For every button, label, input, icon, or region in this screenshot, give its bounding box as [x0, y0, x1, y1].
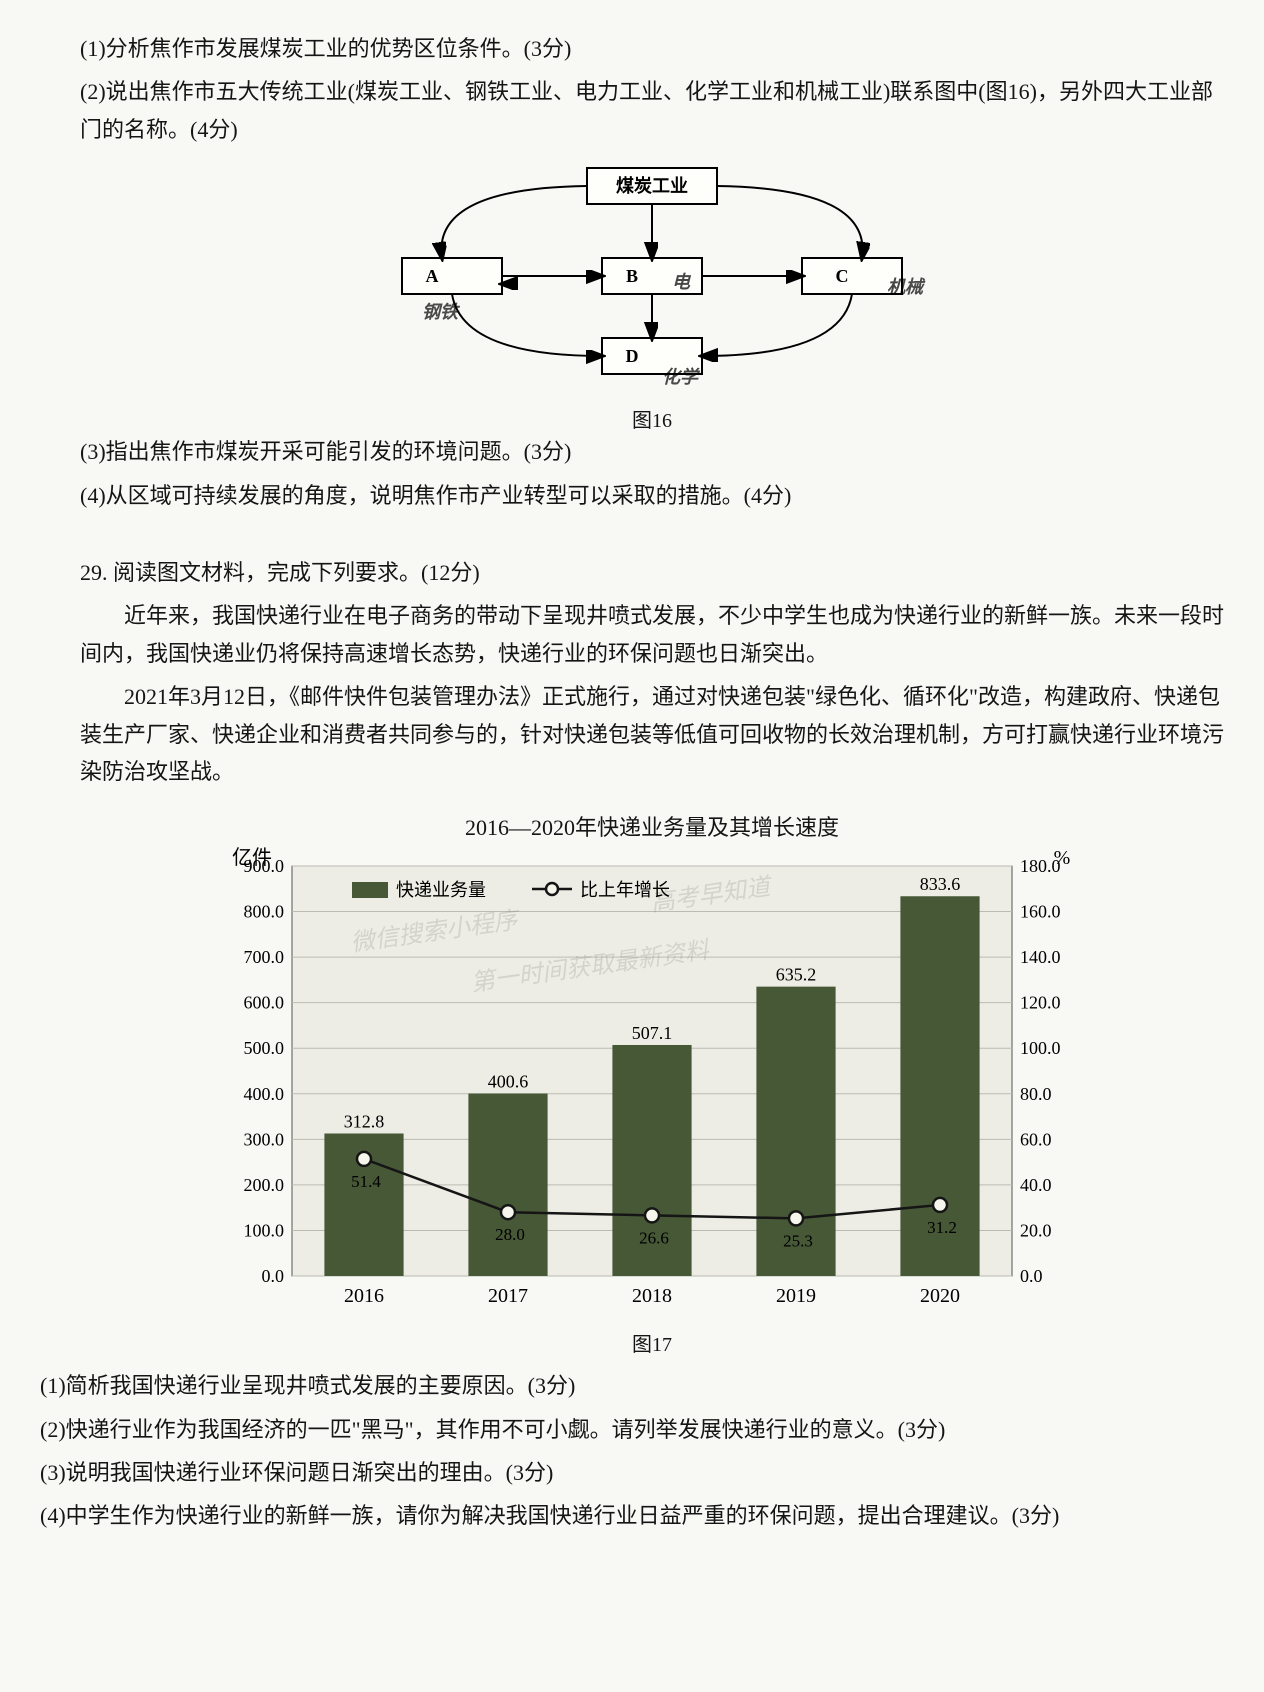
q28-sub3: (3)指出焦作市煤炭开采可能引发的环境问题。(3分) — [80, 433, 1224, 470]
svg-text:电: 电 — [672, 272, 692, 292]
svg-text:C: C — [836, 266, 849, 286]
chart-17: 2016—2020年快递业务量及其增长速度 0.00.0100.020.0200… — [202, 810, 1102, 1357]
svg-text:100.0: 100.0 — [244, 1221, 285, 1241]
diagram16-caption: 图16 — [80, 404, 1224, 433]
svg-text:B: B — [626, 266, 638, 286]
svg-text:%: % — [1054, 847, 1071, 869]
svg-text:312.8: 312.8 — [344, 1112, 385, 1132]
q28-sub1: (1)分析焦作市发展煤炭工业的优势区位条件。(3分) — [80, 30, 1224, 67]
svg-text:51.4: 51.4 — [351, 1172, 381, 1191]
svg-text:507.1: 507.1 — [632, 1023, 673, 1043]
svg-text:635.2: 635.2 — [776, 965, 817, 985]
svg-text:25.3: 25.3 — [783, 1232, 813, 1251]
svg-text:60.0: 60.0 — [1020, 1130, 1052, 1150]
svg-text:120.0: 120.0 — [1020, 993, 1061, 1013]
svg-text:400.6: 400.6 — [488, 1072, 529, 1092]
svg-text:28.0: 28.0 — [495, 1226, 525, 1245]
svg-text:0.0: 0.0 — [262, 1266, 285, 1286]
svg-text:500.0: 500.0 — [244, 1039, 285, 1059]
svg-text:200.0: 200.0 — [244, 1175, 285, 1195]
svg-text:833.6: 833.6 — [920, 875, 961, 895]
svg-text:A: A — [426, 266, 439, 286]
q29-sub4: (4)中学生作为快递行业的新鲜一族，请你为解决我国快递行业日益严重的环保问题，提… — [40, 1497, 1224, 1534]
svg-text:2019: 2019 — [776, 1285, 816, 1307]
svg-text:80.0: 80.0 — [1020, 1084, 1052, 1104]
svg-text:D: D — [626, 346, 639, 366]
svg-text:400.0: 400.0 — [244, 1084, 285, 1104]
q29-p2: 2021年3月12日，《邮件快件包装管理办法》正式施行，通过对快递包装"绿色化、… — [80, 678, 1224, 790]
svg-text:40.0: 40.0 — [1020, 1175, 1052, 1195]
svg-text:化学: 化学 — [662, 367, 701, 387]
svg-text:亿件: 亿件 — [232, 846, 272, 869]
svg-text:2017: 2017 — [488, 1285, 528, 1307]
svg-text:2016: 2016 — [344, 1285, 384, 1307]
svg-text:31.2: 31.2 — [927, 1218, 957, 1237]
q29-p1: 近年来，我国快递行业在电子商务的带动下呈现井喷式发展，不少中学生也成为快递行业的… — [80, 597, 1224, 672]
svg-text:100.0: 100.0 — [1020, 1039, 1061, 1059]
svg-text:800.0: 800.0 — [244, 902, 285, 922]
q29-title: 29. 阅读图文材料，完成下列要求。(12分) — [80, 554, 1224, 591]
svg-text:140.0: 140.0 — [1020, 947, 1061, 967]
q28-sub4: (4)从区域可持续发展的角度，说明焦作市产业转型可以采取的措施。(4分) — [80, 477, 1224, 514]
svg-text:20.0: 20.0 — [1020, 1221, 1052, 1241]
svg-text:0.0: 0.0 — [1020, 1266, 1043, 1286]
svg-text:2020: 2020 — [920, 1285, 960, 1307]
q28-sub2: (2)说出焦作市五大传统工业(煤炭工业、钢铁工业、电力工业、化学工业和机械工业)… — [80, 73, 1224, 148]
svg-text:700.0: 700.0 — [244, 947, 285, 967]
svg-text:快递业务量: 快递业务量 — [396, 880, 486, 900]
svg-text:机械: 机械 — [887, 277, 926, 297]
q29-sub1: (1)简析我国快递行业呈现井喷式发展的主要原因。(3分) — [40, 1367, 1224, 1404]
diagram-16: 煤炭工业 A B C D 电 钢铁 机械 化学 — [80, 158, 1224, 398]
svg-text:煤炭工业: 煤炭工业 — [616, 175, 688, 196]
chart-caption: 图17 — [202, 1328, 1102, 1357]
svg-text:比上年增长: 比上年增长 — [580, 880, 670, 900]
q29-sub3: (3)说明我国快递行业环保问题日渐突出的理由。(3分) — [40, 1454, 1224, 1491]
svg-text:160.0: 160.0 — [1020, 902, 1061, 922]
svg-text:钢铁: 钢铁 — [422, 302, 461, 322]
q29-sub2: (2)快递行业作为我国经济的一匹"黑马"，其作用不可小觑。请列举发展快递行业的意… — [40, 1411, 1224, 1448]
svg-text:2018: 2018 — [632, 1285, 672, 1307]
svg-text:300.0: 300.0 — [244, 1130, 285, 1150]
svg-text:26.6: 26.6 — [639, 1229, 669, 1248]
svg-text:600.0: 600.0 — [244, 993, 285, 1013]
